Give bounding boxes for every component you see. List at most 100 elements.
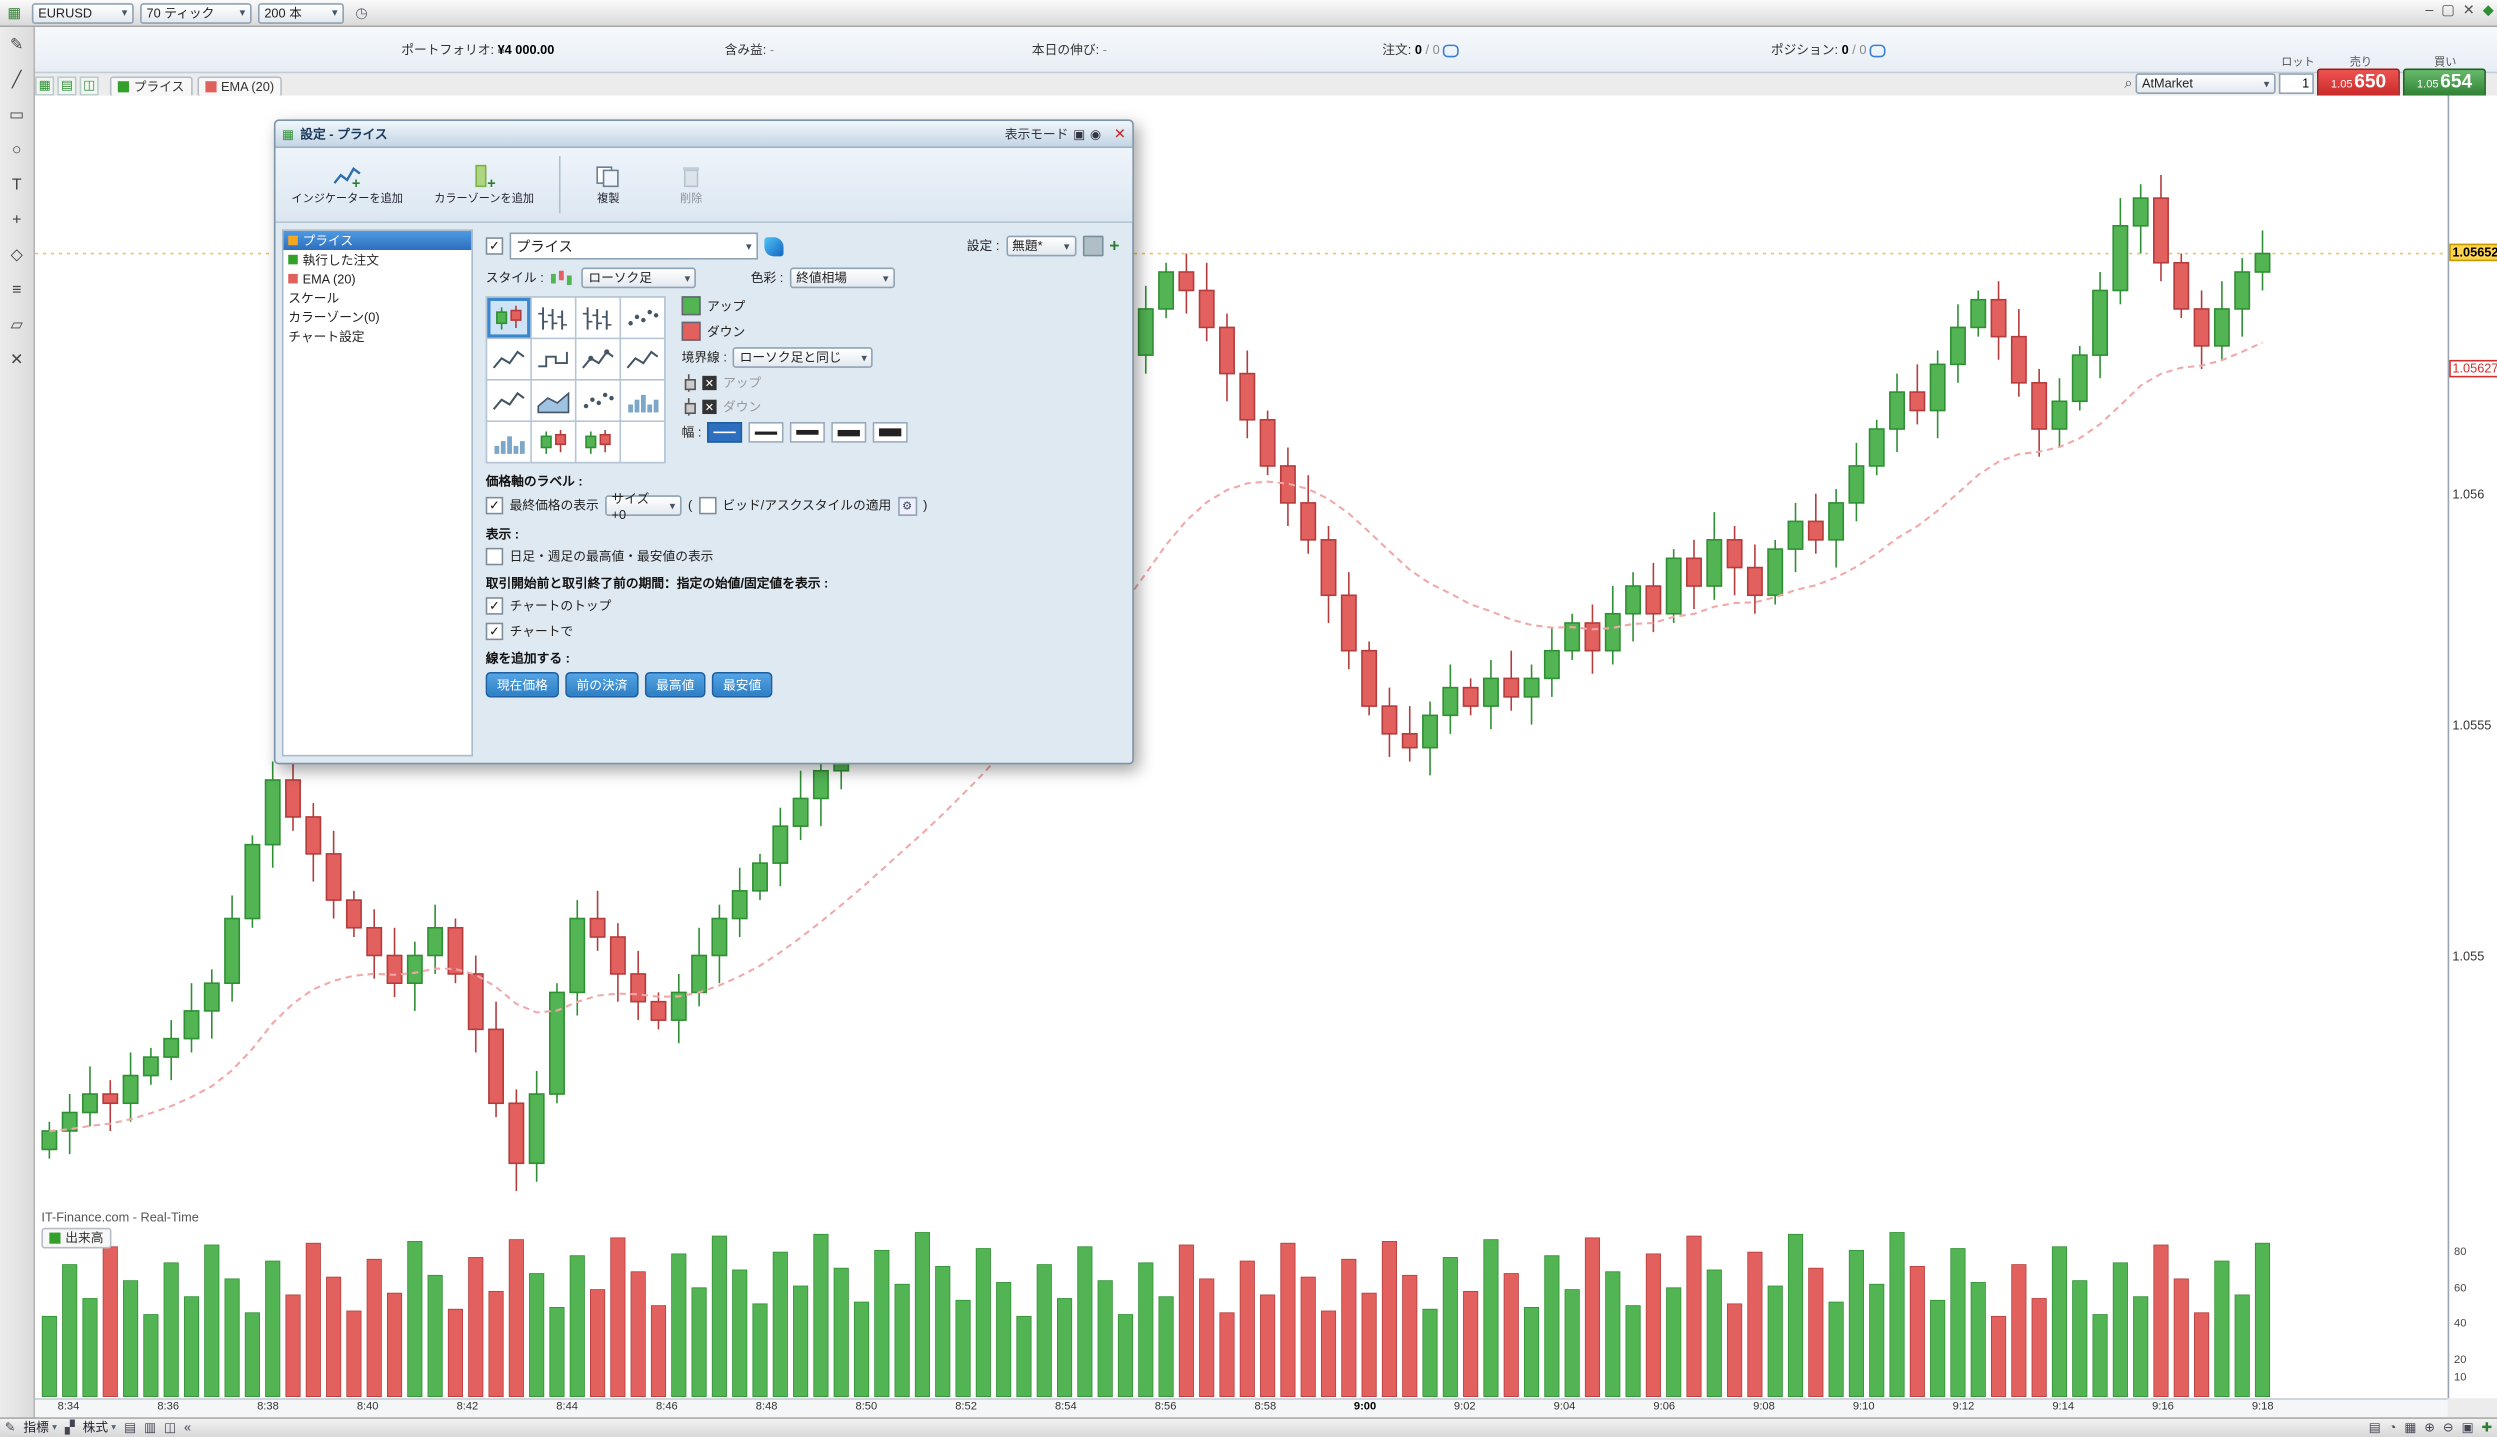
- orders-link-icon[interactable]: [1442, 44, 1459, 58]
- low-line-button[interactable]: 最安値: [711, 672, 773, 698]
- price-axis[interactable]: 1.056 1.0555 1.055 1.05652 1.05627 80 60 40 20 10: [2447, 95, 2497, 1399]
- bars-select[interactable]: 200 本 ▾: [257, 2, 344, 24]
- daily-hl-checkbox[interactable]: [485, 547, 504, 566]
- style-option-hist-12[interactable]: [487, 422, 531, 462]
- bidask-config-icon[interactable]: ⚙: [897, 496, 917, 516]
- style-option-bars-2[interactable]: [576, 297, 620, 338]
- style-option-line-4[interactable]: [487, 339, 531, 380]
- paint-icon[interactable]: [764, 236, 784, 256]
- width-option-4[interactable]: [831, 422, 868, 443]
- width-option-3[interactable]: [790, 422, 826, 443]
- color-mode-select[interactable]: 終値相場 ▾: [789, 267, 895, 289]
- eraser-icon[interactable]: ▱: [10, 316, 23, 335]
- style-option-linedots-6[interactable]: [576, 339, 620, 380]
- series-name-input[interactable]: プライス ▾: [509, 232, 759, 260]
- chart-top-checkbox[interactable]: ✓: [485, 597, 504, 615]
- down-border-checkbox[interactable]: ✕: [702, 399, 717, 415]
- draw-icon[interactable]: ✎: [4, 1419, 16, 1435]
- trash-icon[interactable]: ✕: [10, 351, 24, 370]
- panel-icon-3[interactable]: ◫: [164, 1419, 177, 1435]
- high-line-button[interactable]: 最高値: [644, 672, 706, 698]
- share-icon[interactable]: ▞: [64, 1419, 75, 1435]
- display-mode-control[interactable]: 表示モード ▣ ◉: [1004, 126, 1102, 141]
- volume-legend-chip[interactable]: 出来高: [41, 1227, 112, 1249]
- style-option-dots-10[interactable]: [576, 380, 620, 421]
- series-visible-checkbox[interactable]: ✓: [485, 237, 504, 255]
- stocks-menu[interactable]: 株式 ▾: [82, 1420, 117, 1435]
- chart-icon[interactable]: ▦: [7, 3, 22, 20]
- chart-in-checkbox[interactable]: ✓: [485, 622, 504, 641]
- label-size-select[interactable]: サイズ +0 ▾: [605, 491, 682, 522]
- width-option-5[interactable]: [873, 422, 909, 443]
- list-item-scale[interactable]: スケール: [288, 290, 340, 305]
- positions-link-icon[interactable]: [1869, 44, 1886, 58]
- lot-input[interactable]: [2278, 73, 2314, 94]
- order-type-select[interactable]: AtMarket ▾: [2135, 73, 2276, 94]
- delete-button[interactable]: 削除: [656, 153, 726, 217]
- style-option-line-8[interactable]: [487, 380, 531, 421]
- style-option-step-5[interactable]: [531, 339, 575, 380]
- ellipse-icon[interactable]: ○: [11, 141, 22, 160]
- list-item-ema[interactable]: EMA (20): [283, 269, 471, 288]
- snapshot-icon[interactable]: ◉: [1089, 126, 1102, 141]
- up-color-swatch[interactable]: [681, 296, 701, 316]
- list-item-price[interactable]: プライス: [283, 230, 472, 251]
- style-option-dots-3[interactable]: [621, 297, 665, 338]
- refresh-icon[interactable]: ◔: [2388, 1419, 2397, 1435]
- legend-chip-price[interactable]: プライス: [109, 75, 193, 97]
- add-chart-icon[interactable]: ✚: [2481, 1419, 2493, 1435]
- add-preset-icon[interactable]: +: [1109, 236, 1120, 256]
- style-option-line-7[interactable]: [621, 339, 665, 380]
- volume-panel[interactable]: 出来高: [35, 1226, 2448, 1399]
- sell-price-button[interactable]: 1.05 650: [2317, 68, 2400, 99]
- style-option-candles-14[interactable]: [576, 422, 620, 462]
- line-icon[interactable]: ╱: [11, 71, 22, 90]
- shapes-icon[interactable]: ◇: [10, 246, 23, 265]
- border-select[interactable]: ローソク足と同じ ▾: [733, 347, 874, 368]
- thumb-icon-3[interactable]: ◫: [79, 76, 99, 96]
- close-button[interactable]: ✕: [2462, 1, 2475, 18]
- pencil-icon[interactable]: ✎: [10, 36, 24, 55]
- calendar-icon[interactable]: ▦: [2404, 1419, 2417, 1435]
- list-item-executed-orders[interactable]: 執行した注文: [283, 250, 471, 269]
- timeframe-select[interactable]: 70 ティック ▾: [140, 2, 252, 24]
- dialog-close-button[interactable]: ✕: [1113, 125, 1126, 141]
- style-option-bars-1[interactable]: [531, 297, 575, 338]
- layers-icon[interactable]: ≡: [12, 281, 22, 300]
- list-icon[interactable]: ▤: [2368, 1419, 2381, 1435]
- symbol-select[interactable]: EURUSD ▾: [31, 2, 134, 24]
- dialog-titlebar[interactable]: ▦ 設定 - プライス 表示モード ▣ ◉ ✕: [275, 121, 1133, 149]
- duplicate-button[interactable]: 複製: [573, 153, 643, 217]
- thumb-icon-2[interactable]: ▤: [57, 76, 77, 96]
- panel-icon-1[interactable]: ▤: [124, 1419, 137, 1435]
- rect-icon[interactable]: ▭: [9, 106, 25, 125]
- zoom-out-icon[interactable]: ⊖: [2442, 1419, 2454, 1435]
- add-colorzone-button[interactable]: + カラーゾーンを追加: [422, 153, 546, 217]
- add-indicator-button[interactable]: + インジケーターを追加: [285, 153, 409, 217]
- last-price-checkbox[interactable]: ✓: [485, 496, 504, 515]
- legend-chip-ema[interactable]: EMA (20): [197, 75, 283, 97]
- text-icon[interactable]: T: [11, 176, 22, 195]
- search-icon[interactable]: ⌕: [2124, 74, 2133, 91]
- save-preset-icon[interactable]: [1082, 235, 1103, 257]
- width-option-2[interactable]: [749, 422, 785, 443]
- print-icon[interactable]: ▣: [2461, 1419, 2474, 1435]
- style-select[interactable]: ローソク足 ▾: [581, 267, 697, 289]
- style-option-area-9[interactable]: [531, 380, 575, 421]
- width-option-1[interactable]: [707, 422, 743, 443]
- alarm-icon[interactable]: ◷: [355, 3, 368, 20]
- current-price-line-button[interactable]: 現在価格: [485, 672, 559, 698]
- down-color-swatch[interactable]: [681, 321, 701, 341]
- preset-select[interactable]: 無題* ▾: [1005, 235, 1076, 257]
- panel-icon-2[interactable]: ▥: [144, 1419, 157, 1435]
- list-item-colorzone[interactable]: カラーゾーン(0): [288, 309, 380, 325]
- indicators-menu[interactable]: 指標 ▾: [23, 1420, 57, 1435]
- style-option-candles-13[interactable]: [531, 422, 575, 462]
- crosshair-icon[interactable]: +: [12, 211, 22, 230]
- list-item-chart-settings[interactable]: チャート設定: [288, 328, 365, 344]
- up-border-checkbox[interactable]: ✕: [702, 375, 717, 391]
- thumb-icon-1[interactable]: ▦: [35, 76, 55, 96]
- prev-close-line-button[interactable]: 前の決済: [565, 672, 639, 698]
- minimize-button[interactable]: ‒: [2425, 1, 2434, 18]
- bidask-checkbox[interactable]: [698, 496, 717, 515]
